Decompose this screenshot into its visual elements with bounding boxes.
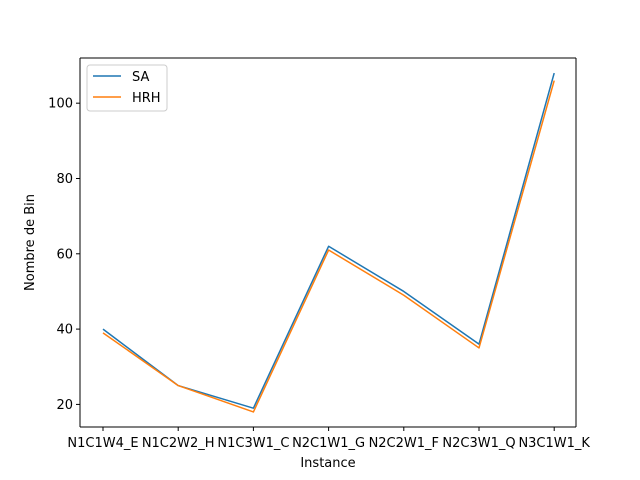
legend-label-sa: SA (132, 70, 149, 85)
plot-area (80, 58, 576, 427)
x-tick-label: N1C3W1_C (217, 436, 289, 451)
x-tick-label: N3C1W1_K (518, 436, 590, 451)
y-tick-label: 40 (56, 323, 73, 338)
legend-label-hrh: HRH (132, 91, 161, 106)
legend: SA HRH (86, 64, 168, 112)
x-ticks: N1C1W4_E N1C2W2_H N1C3W1_C N2C1W1_G N2C2W1_F… (67, 427, 590, 451)
x-tick-label: N2C2W1_F (369, 436, 439, 451)
y-tick-label: 20 (56, 398, 73, 413)
x-tick-label: N1C1W4_E (67, 436, 138, 451)
y-tick-label: 60 (56, 247, 73, 262)
y-tick-label: 80 (56, 172, 73, 187)
x-tick-label: N2C1W1_G (292, 436, 365, 451)
x-tick-label: N2C3W1_Q (442, 436, 515, 451)
series-line-hrh (102, 80, 555, 413)
y-ticks: 20 40 60 80 100 (48, 97, 80, 413)
x-axis-label: Instance (300, 456, 355, 471)
y-tick-label: 100 (48, 97, 73, 112)
series-layer (102, 72, 555, 413)
x-tick-label: N1C2W2_H (142, 436, 215, 451)
axes-layer (79, 57, 577, 428)
y-axis-label: Nombre de Bin (23, 194, 38, 291)
